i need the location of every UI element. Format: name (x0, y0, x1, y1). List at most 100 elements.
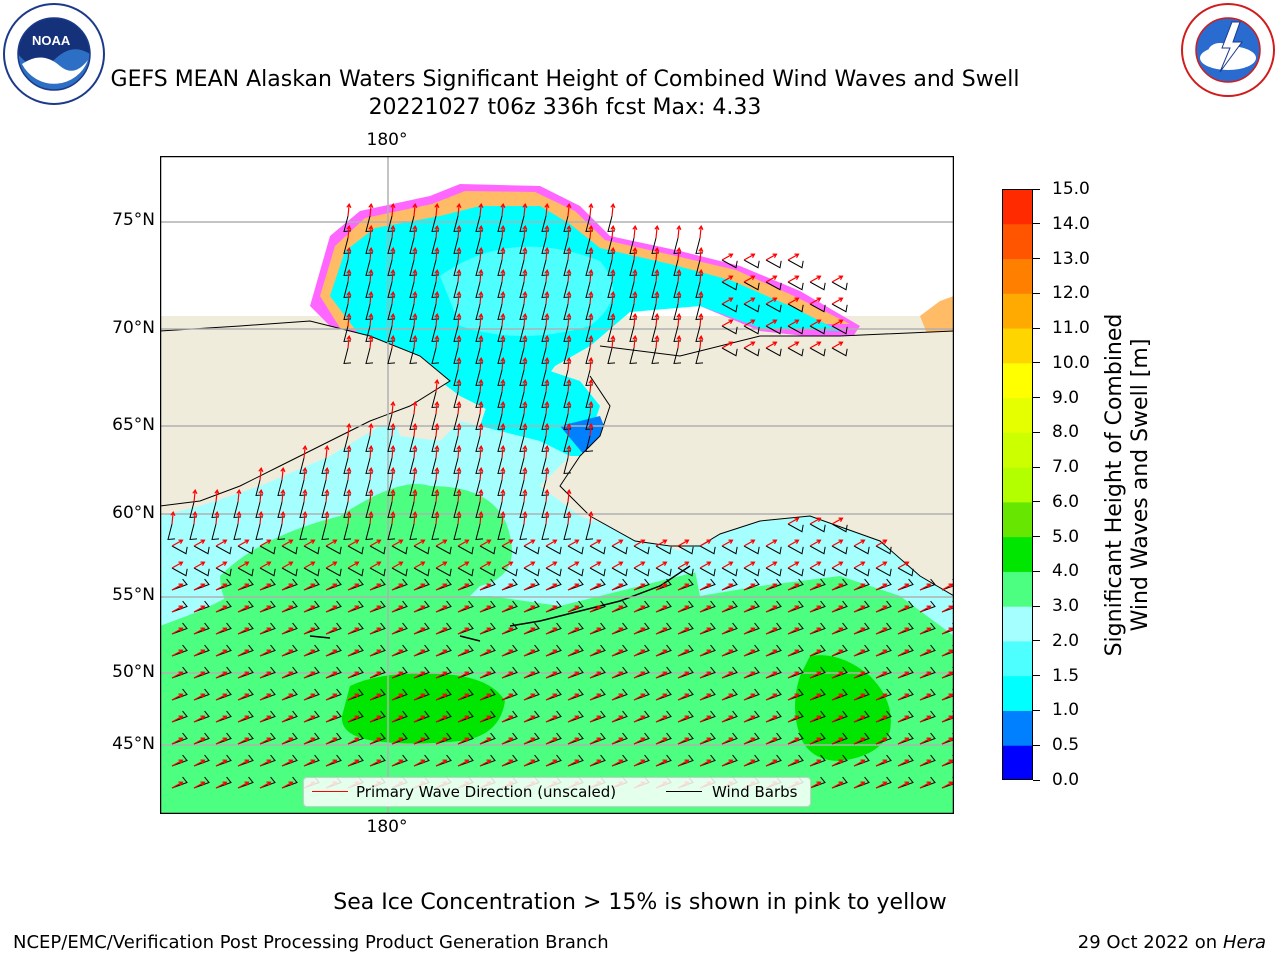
wave-direction-arrow (655, 737, 668, 745)
wind-barb (171, 644, 188, 657)
wave-direction-arrow (280, 488, 286, 503)
wind-barb (347, 666, 364, 679)
wind-barb (699, 732, 716, 745)
wind-barb (501, 644, 518, 657)
wave-direction-arrow (610, 312, 616, 327)
wind-barb (193, 545, 210, 555)
wave-direction-arrow (588, 334, 594, 349)
wind-barb (435, 666, 452, 679)
wind-barb (633, 644, 650, 657)
wave-direction-arrow (588, 378, 594, 393)
wave-direction-arrow (368, 290, 374, 305)
wind-barb (237, 644, 254, 657)
land-chukotka-tip (390, 406, 460, 441)
wind-barb (853, 666, 870, 679)
wave-direction-arrow (567, 693, 580, 701)
wind-barb (853, 776, 870, 789)
wave-direction-arrow (259, 561, 272, 569)
colorbar-tick-mark (1033, 744, 1040, 746)
wave-direction-arrow (941, 715, 954, 723)
wind-barb (809, 622, 826, 635)
wave-direction-arrow (500, 268, 506, 283)
wind-barb (699, 688, 716, 701)
wave-direction-arrow (456, 466, 462, 481)
wave-direction-arrow (347, 759, 360, 767)
wind-barb (721, 622, 738, 635)
wind-barb (941, 710, 954, 723)
wave-direction-arrow (347, 649, 360, 657)
wind-barb (721, 688, 738, 701)
wind-barb (809, 710, 826, 723)
wind-barb (853, 600, 870, 613)
wave-direction-arrow (853, 781, 866, 789)
wave-direction-arrow (831, 297, 844, 305)
wave-direction-arrow (633, 671, 646, 679)
wind-barb (413, 644, 430, 657)
wave-direction-arrow (611, 627, 624, 635)
colorbar-tick-mark (1033, 223, 1040, 225)
wave-direction-arrow (699, 649, 712, 657)
wave-direction-arrow (435, 605, 448, 613)
wind-barb (743, 578, 760, 591)
wave-direction-arrow (588, 290, 594, 305)
wind-barb (563, 457, 572, 475)
wind-barb (325, 578, 342, 591)
wave-direction-arrow (413, 649, 426, 657)
wind-barb (479, 622, 496, 635)
wave-direction-arrow (391, 649, 404, 657)
wave-direction-arrow (853, 649, 866, 657)
map-legend: Primary Wave Direction (unscaled) Wind B… (303, 777, 811, 807)
wind-barb (347, 710, 364, 723)
wave-direction-arrow (214, 510, 220, 525)
wind-barb (787, 622, 804, 635)
wave-direction-arrow (522, 202, 528, 217)
wave-direction-arrow (831, 627, 844, 635)
wind-barb (215, 732, 232, 745)
wind-barb (193, 567, 210, 577)
wind-barb (875, 776, 892, 789)
wave-direction-arrow (941, 649, 954, 657)
wind-barb (743, 600, 760, 613)
wind-barb (497, 523, 506, 541)
wave-direction-arrow (566, 356, 572, 371)
wave-direction-arrow (809, 715, 822, 723)
wave-direction-arrow (522, 466, 528, 481)
wind-barb (787, 303, 804, 313)
wave-direction-arrow (479, 539, 492, 547)
lat-label: 75°N (112, 210, 155, 230)
wave-direction-arrow (787, 583, 800, 591)
wave-direction-arrow (259, 649, 272, 657)
wind-barb (743, 567, 760, 577)
wave-direction-arrow (368, 268, 374, 283)
wave-direction-arrow (941, 693, 954, 701)
wind-barb (501, 600, 518, 613)
wind-barb (545, 688, 562, 701)
wind-barb (743, 281, 760, 291)
wave-direction-arrow (523, 759, 536, 767)
wave-direction-arrow (413, 583, 426, 591)
wind-barb (171, 622, 188, 635)
wind-barb (325, 622, 342, 635)
wind-barb (523, 732, 540, 745)
wave-direction-arrow (391, 737, 404, 745)
wind-barb (809, 644, 826, 657)
wave-direction-arrow (941, 605, 954, 613)
wind-barb (501, 666, 518, 679)
wave-direction-arrow (545, 693, 558, 701)
footer-machine: Hera (1222, 932, 1266, 953)
wave-direction-arrow (237, 671, 250, 679)
wave-direction-arrow (369, 583, 382, 591)
wave-direction-arrow (743, 583, 756, 591)
coastline (559, 375, 954, 597)
wave-direction-arrow (809, 649, 822, 657)
wave-direction-arrow (324, 488, 330, 503)
wave-direction-arrow (346, 268, 352, 283)
wave-direction-arrow (456, 224, 462, 239)
wave-direction-arrow (544, 224, 550, 239)
wind-barb (409, 347, 418, 365)
wind-barb (479, 567, 496, 577)
wave-direction-arrow (434, 510, 440, 525)
wave-direction-arrow (897, 627, 910, 635)
wind-barb (765, 622, 782, 635)
wave-direction-arrow (633, 539, 646, 547)
